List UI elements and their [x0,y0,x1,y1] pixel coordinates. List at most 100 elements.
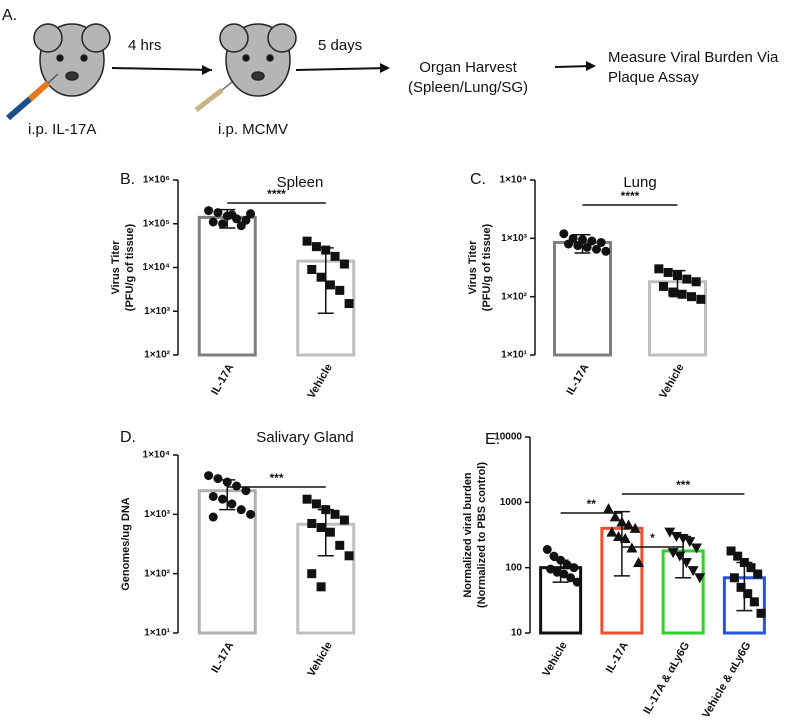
data-point [236,505,246,515]
y-tick-label: 1×10⁵ [143,218,171,229]
x-tick-label: IL-17A [604,640,631,675]
significance-label: ** [587,497,597,511]
data-point [572,577,582,587]
data-point [330,509,340,519]
x-tick-label: IL-17A & αLy6G [641,640,692,716]
mouse-icon [33,23,111,97]
arrowhead [586,61,596,71]
data-point [208,217,218,227]
x-tick-label: Vehicle & αLy6G [700,640,753,720]
x-tick-label: Vehicle [306,362,335,401]
panel-label: E. [485,431,500,448]
y-tick-label: 1×10² [144,568,171,579]
data-point [582,242,592,252]
data-point [302,494,312,504]
data-point [623,519,635,530]
panel-label: A. [2,7,17,24]
step-label: i.p. IL-17A [28,121,96,138]
data-point [246,209,256,219]
data-point [592,244,601,254]
chart-title: Lung [623,174,656,191]
data-point [204,471,214,481]
data-point [236,221,246,231]
mouse-icon [219,23,297,97]
data-point [659,281,668,291]
error-bar [669,269,686,298]
x-tick-label: IL-17A [564,362,591,397]
y-tick-label: 1×10³ [144,306,171,317]
data-point [756,608,766,618]
data-point [684,537,696,548]
bar [553,240,612,357]
data-point [694,573,706,584]
data-point [677,289,687,299]
data-point [546,564,556,574]
y-tick-label: 1×10⁴ [143,450,171,461]
panel-label: B. [120,171,135,188]
error-bar [317,508,334,557]
y-axis-label: Normalized viral burden [462,472,474,598]
data-point [549,551,559,561]
y-tick-label: 1×10⁴ [143,262,171,273]
data-point [325,527,335,537]
data-point [609,511,621,522]
panel-label: C. [470,171,486,188]
data-point [729,573,739,583]
data-point [330,251,340,261]
x-tick-label: Vehicle [657,362,686,401]
data-point [218,494,228,504]
arrow-label: 4 hrs [128,37,161,54]
data-point [316,272,326,282]
error-bar [317,247,334,315]
data-point [542,544,552,554]
data-point [601,246,611,256]
y-axis-label: Genomes/ug DNA [120,497,132,591]
y-axis-label: (PFU/g of tissue) [481,223,493,311]
data-point [307,265,317,275]
data-point [325,280,335,290]
data-point [654,264,664,274]
data-point [690,543,702,554]
step-label: Measure Viral Burden Via [608,49,779,66]
data-point [311,242,321,252]
arrow [554,65,593,68]
data-point [204,206,214,216]
x-tick-label: IL-17A [209,640,236,675]
chart: D. Salivary Gland Genomes/ug DNA 1×10¹ 1×10²… [120,429,356,679]
arrow-label: 5 days [318,37,362,54]
step-label: Plaque Assay [608,69,699,86]
data-point [302,236,312,246]
chart: E. Normalized viral burden (Normalized to … [462,431,766,720]
y-axis-label: Virus Titer [467,240,479,295]
data-point [208,491,218,501]
error-bar [219,479,236,511]
step-label: i.p. MCMV [218,121,288,138]
data-point [664,527,676,538]
data-point [227,210,237,220]
y-tick-label: 1×10² [501,291,528,302]
y-tick-label: 1×10³ [144,509,171,520]
data-point [633,556,645,567]
data-point [749,597,759,607]
data-point [687,292,696,302]
data-point [753,569,763,579]
x-tick-label: IL-17A [209,362,236,397]
error-bar [613,510,630,577]
y-tick-label: 1×10¹ [144,628,171,639]
data-point [246,509,256,519]
data-point [218,219,228,229]
data-point [736,582,746,592]
error-bar [552,559,569,583]
syringe-icon [194,81,233,112]
data-point [344,299,354,309]
arrowhead [380,63,390,73]
data-point [573,241,583,251]
error-bar [574,234,591,254]
data-point [339,259,349,269]
error-bar [675,535,692,579]
data-point [339,515,349,525]
y-tick-label: 1×10⁴ [500,175,528,186]
significance-label: **** [267,187,286,201]
y-axis-label: Virus Titer [110,240,122,295]
